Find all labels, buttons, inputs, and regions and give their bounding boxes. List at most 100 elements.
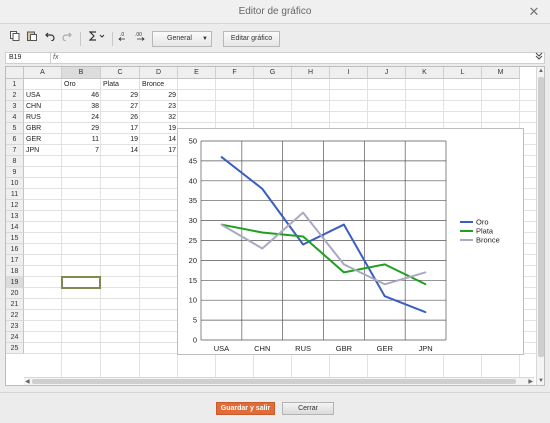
cell-b6[interactable]: 11 — [91, 136, 99, 143]
data-point-oro — [383, 295, 386, 298]
column-header-i[interactable]: I — [330, 67, 368, 79]
cell-b1[interactable]: Oro — [64, 81, 76, 88]
scroll-left-icon[interactable]: ◀ — [25, 379, 30, 385]
row-header-12[interactable]: 12 — [6, 200, 24, 211]
row-header-21[interactable]: 21 — [6, 299, 24, 310]
row-header-23[interactable]: 23 — [6, 321, 24, 332]
column-header-b[interactable]: B — [62, 67, 101, 79]
cell-reference[interactable]: B19 — [6, 53, 51, 63]
column-header-m[interactable]: M — [482, 67, 520, 79]
scroll-up-icon[interactable]: ▲ — [538, 68, 544, 74]
number-format-value: General — [167, 35, 192, 42]
row-header-18[interactable]: 18 — [6, 266, 24, 277]
select-all-corner[interactable] — [6, 67, 24, 79]
column-header-a[interactable]: A — [24, 67, 62, 79]
column-header-e[interactable]: E — [178, 67, 216, 79]
row-header-20[interactable]: 20 — [6, 288, 24, 299]
cell-c4[interactable]: 26 — [130, 114, 138, 121]
increase-decimals-icon[interactable]: .00 — [133, 31, 147, 47]
row-header-8[interactable]: 8 — [6, 156, 24, 167]
cell-a2[interactable]: USA — [26, 92, 41, 99]
cell-b3[interactable]: 38 — [91, 103, 99, 110]
y-tick-label: 5 — [193, 316, 197, 325]
horizontal-scrollbar[interactable]: ◀ ▶ — [24, 377, 534, 385]
cell-a3[interactable]: CHN — [26, 103, 42, 110]
row-header-16[interactable]: 16 — [6, 244, 24, 255]
cell-b5[interactable]: 29 — [91, 125, 99, 132]
formula-input[interactable] — [66, 53, 544, 63]
redo-icon[interactable] — [60, 31, 74, 47]
y-tick-label: 50 — [189, 137, 197, 146]
row-header-3[interactable]: 3 — [6, 101, 24, 112]
row-header-7[interactable]: 7 — [6, 145, 24, 156]
cell-d7[interactable]: 17 — [168, 147, 176, 154]
column-header-c[interactable]: C — [101, 67, 140, 79]
cell-d3[interactable]: 23 — [168, 103, 176, 110]
row-header-25[interactable]: 25 — [6, 343, 24, 354]
row-header-11[interactable]: 11 — [6, 189, 24, 200]
svg-text:.00: .00 — [135, 32, 142, 38]
row-header-2[interactable]: 2 — [6, 90, 24, 101]
cell-c5[interactable]: 17 — [130, 125, 138, 132]
cell-a7[interactable]: JPN — [26, 147, 40, 154]
edit-chart-button[interactable]: Editar gráfico — [223, 31, 280, 47]
cell-a6[interactable]: GER — [26, 136, 42, 143]
cell-c2[interactable]: 29 — [130, 92, 138, 99]
copy-icon[interactable] — [8, 31, 22, 47]
spreadsheet-grid[interactable]: 0 5 10 15 20 25 30 35 40 45 50 USA CHN RUS GBR GER JPN Or… — [5, 66, 545, 386]
column-header-j[interactable]: J — [368, 67, 406, 79]
cell-a5[interactable]: GBR — [26, 125, 42, 132]
row-header-24[interactable]: 24 — [6, 332, 24, 343]
scroll-down-icon[interactable]: ▼ — [538, 378, 544, 384]
horizontal-scroll-thumb[interactable] — [32, 379, 516, 384]
row-header-6[interactable]: 6 — [6, 134, 24, 145]
row-header-5[interactable]: 5 — [6, 123, 24, 134]
cell-c1[interactable]: Plata — [103, 81, 119, 88]
sum-icon[interactable] — [88, 31, 108, 47]
row-header-13[interactable]: 13 — [6, 211, 24, 222]
save-and-exit-button[interactable]: Guardar y salir — [216, 402, 275, 415]
row-header-1[interactable]: 1 — [6, 79, 24, 90]
vertical-scrollbar[interactable]: ▲ ▼ — [536, 67, 544, 385]
paste-icon[interactable] — [25, 31, 39, 47]
row-header-10[interactable]: 10 — [6, 178, 24, 189]
cell-a4[interactable]: RUS — [26, 114, 41, 121]
cell-c6[interactable]: 19 — [130, 136, 138, 143]
row-header-14[interactable]: 14 — [6, 222, 24, 233]
active-cell-cursor[interactable] — [61, 276, 101, 289]
column-header-l[interactable]: L — [444, 67, 482, 79]
row-header-22[interactable]: 22 — [6, 310, 24, 321]
cell-d5[interactable]: 19 — [168, 125, 176, 132]
number-format-select[interactable]: General ▼ — [152, 31, 212, 47]
vertical-scroll-thumb[interactable] — [538, 77, 544, 357]
column-header-h[interactable]: H — [292, 67, 330, 79]
line-chart[interactable]: 0 5 10 15 20 25 30 35 40 45 50 USA CHN RUS GBR GER JPN Or… — [177, 128, 524, 355]
row-header-15[interactable]: 15 — [6, 233, 24, 244]
data-point-bronce — [220, 223, 223, 226]
column-header-d[interactable]: D — [140, 67, 178, 79]
column-header-f[interactable]: F — [216, 67, 254, 79]
row-header-19[interactable]: 19 — [6, 277, 24, 288]
expand-formula-icon[interactable] — [535, 52, 543, 62]
row-header-9[interactable]: 9 — [6, 167, 24, 178]
cell-c3[interactable]: 27 — [130, 103, 138, 110]
data-point-bronce — [424, 271, 427, 274]
cell-d4[interactable]: 32 — [168, 114, 176, 121]
scroll-right-icon[interactable]: ▶ — [528, 379, 533, 385]
row-header-4[interactable]: 4 — [6, 112, 24, 123]
cell-d1[interactable]: Bronce — [142, 81, 165, 88]
undo-icon[interactable] — [43, 31, 57, 47]
cell-c7[interactable]: 14 — [130, 147, 138, 154]
row-header-17[interactable]: 17 — [6, 255, 24, 266]
close-button[interactable]: Cerrar — [282, 402, 334, 415]
column-header-k[interactable]: K — [406, 67, 444, 79]
cell-b4[interactable]: 24 — [91, 114, 99, 121]
formula-bar: B19 fx — [5, 52, 545, 64]
cell-d6[interactable]: 14 — [168, 136, 176, 143]
column-header-g[interactable]: G — [254, 67, 292, 79]
cell-d2[interactable]: 29 — [168, 92, 176, 99]
close-icon[interactable]: ✕ — [528, 4, 540, 19]
cell-b7[interactable]: 7 — [95, 147, 99, 154]
cell-b2[interactable]: 46 — [91, 92, 99, 99]
decrease-decimals-icon[interactable]: .0 — [117, 31, 131, 47]
